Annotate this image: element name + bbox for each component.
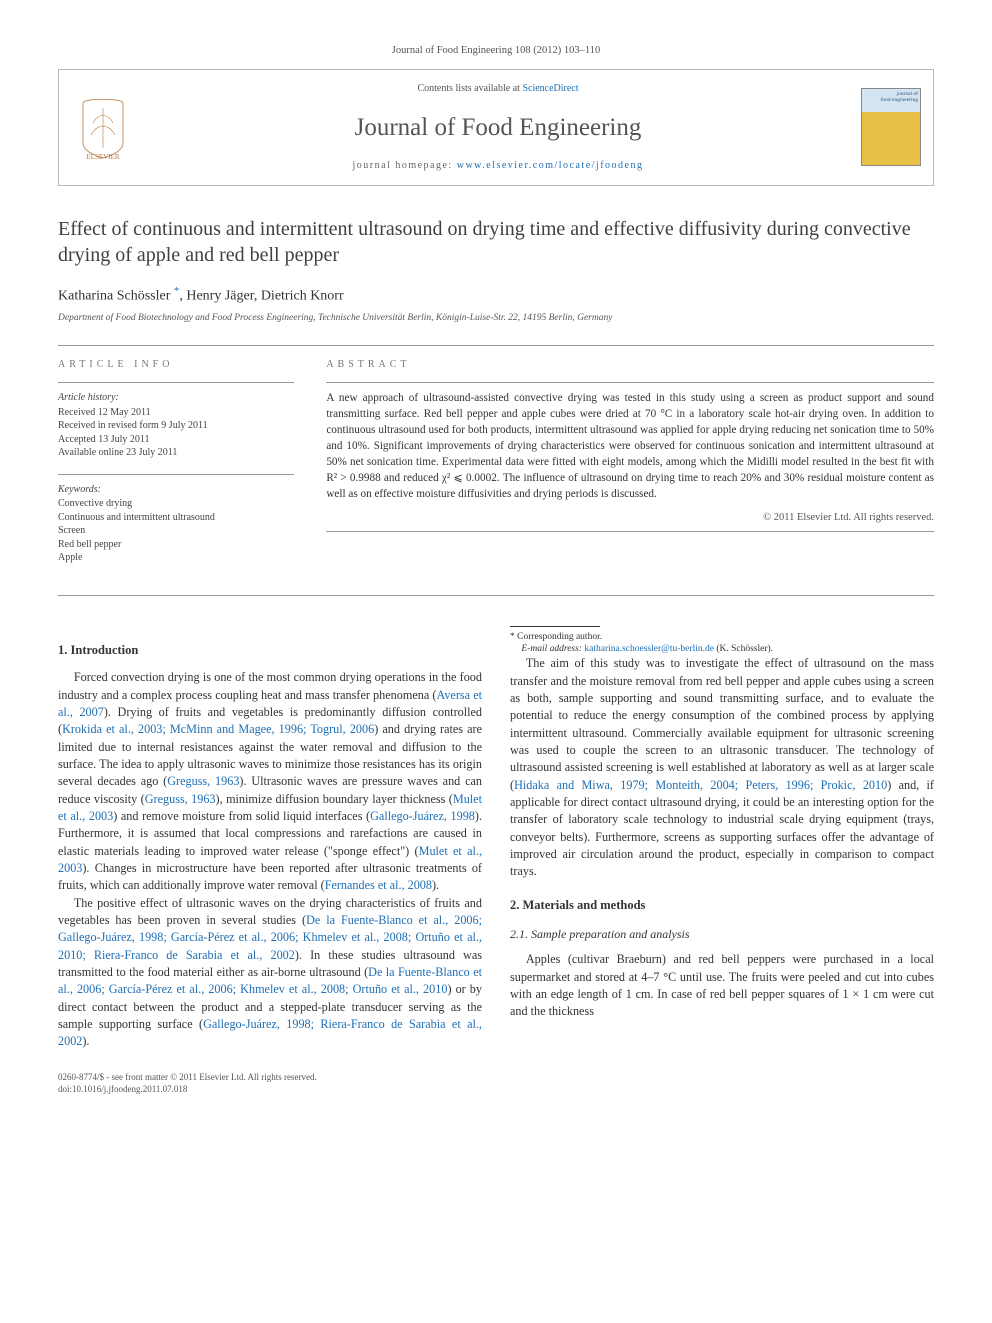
- homepage-line: journal homepage: www.elsevier.com/locat…: [147, 159, 849, 173]
- keywords: Keywords: Convective drying Continuous a…: [58, 483, 294, 565]
- footnote-rule: [510, 626, 600, 627]
- article-info-column: ARTICLE INFO Article history: Received 1…: [58, 358, 294, 579]
- abstract-heading: ABSTRACT: [326, 358, 934, 372]
- citation-link[interactable]: Gallego-Juárez, 1998: [370, 809, 475, 823]
- corresponding-footnote: * Corresponding author.: [510, 631, 934, 643]
- copyright-line: © 2011 Elsevier Ltd. All rights reserved…: [326, 511, 934, 526]
- section-heading-methods: 2. Materials and methods: [510, 897, 934, 915]
- footer-doi: doi:10.1016/j.jfoodeng.2011.07.018: [58, 1083, 317, 1096]
- body-paragraph: The positive effect of ultrasonic waves …: [58, 895, 482, 1051]
- citation-link[interactable]: Fernandes et al., 2008: [325, 878, 432, 892]
- affiliation: Department of Food Biotechnology and Foo…: [58, 312, 934, 325]
- journal-cover-thumbnail[interactable]: journal of food engineering: [861, 88, 921, 166]
- abstract-text: A new approach of ultrasound-assisted co…: [326, 391, 934, 502]
- section-heading-intro: 1. Introduction: [58, 642, 482, 660]
- journal-name: Journal of Food Engineering: [147, 110, 849, 145]
- citation-link[interactable]: Krokida et al., 2003; McMinn and Magee, …: [62, 722, 374, 736]
- citation-link[interactable]: Hidaka and Miwa, 1979; Monteith, 2004; P…: [514, 778, 887, 792]
- corresponding-marker[interactable]: *: [174, 285, 180, 297]
- svg-text:ELSEVIER: ELSEVIER: [86, 153, 119, 161]
- journal-reference: Journal of Food Engineering 108 (2012) 1…: [58, 44, 934, 59]
- body-paragraph: Apples (cultivar Braeburn) and red bell …: [510, 951, 934, 1020]
- body-paragraph: Forced convection drying is one of the m…: [58, 669, 482, 894]
- email-footnote: E-mail address: katharina.schoessler@tu-…: [510, 643, 934, 655]
- page-footer: 0260-8774/$ - see front matter © 2011 El…: [58, 1071, 934, 1096]
- email-link[interactable]: katharina.schoessler@tu-berlin.de: [584, 644, 714, 654]
- journal-header: ELSEVIER Contents lists available at Sci…: [58, 69, 934, 186]
- abstract-column: ABSTRACT A new approach of ultrasound-as…: [326, 358, 934, 579]
- info-heading: ARTICLE INFO: [58, 358, 294, 372]
- footer-issn: 0260-8774/$ - see front matter © 2011 El…: [58, 1071, 317, 1084]
- body-paragraph: The aim of this study was to investigate…: [510, 655, 934, 880]
- citation-link[interactable]: Greguss, 1963: [167, 774, 239, 788]
- elsevier-logo[interactable]: ELSEVIER: [71, 91, 135, 163]
- subsection-heading: 2.1. Sample preparation and analysis: [510, 926, 934, 943]
- contents-line: Contents lists available at ScienceDirec…: [147, 82, 849, 96]
- citation-link[interactable]: Greguss, 1963: [145, 792, 216, 806]
- citation-link[interactable]: Khmelev et al., 2008; Ortuño et al., 201…: [240, 982, 447, 996]
- sciencedirect-link[interactable]: ScienceDirect: [522, 83, 578, 94]
- journal-homepage-link[interactable]: www.elsevier.com/locate/jfoodeng: [457, 160, 644, 171]
- article-body: 1. Introduction Forced convection drying…: [58, 626, 934, 1051]
- article-title: Effect of continuous and intermittent ul…: [58, 216, 934, 268]
- authors-list: Katharina Schössler *, Henry Jäger, Diet…: [58, 284, 934, 306]
- article-history: Article history: Received 12 May 2011 Re…: [58, 391, 294, 460]
